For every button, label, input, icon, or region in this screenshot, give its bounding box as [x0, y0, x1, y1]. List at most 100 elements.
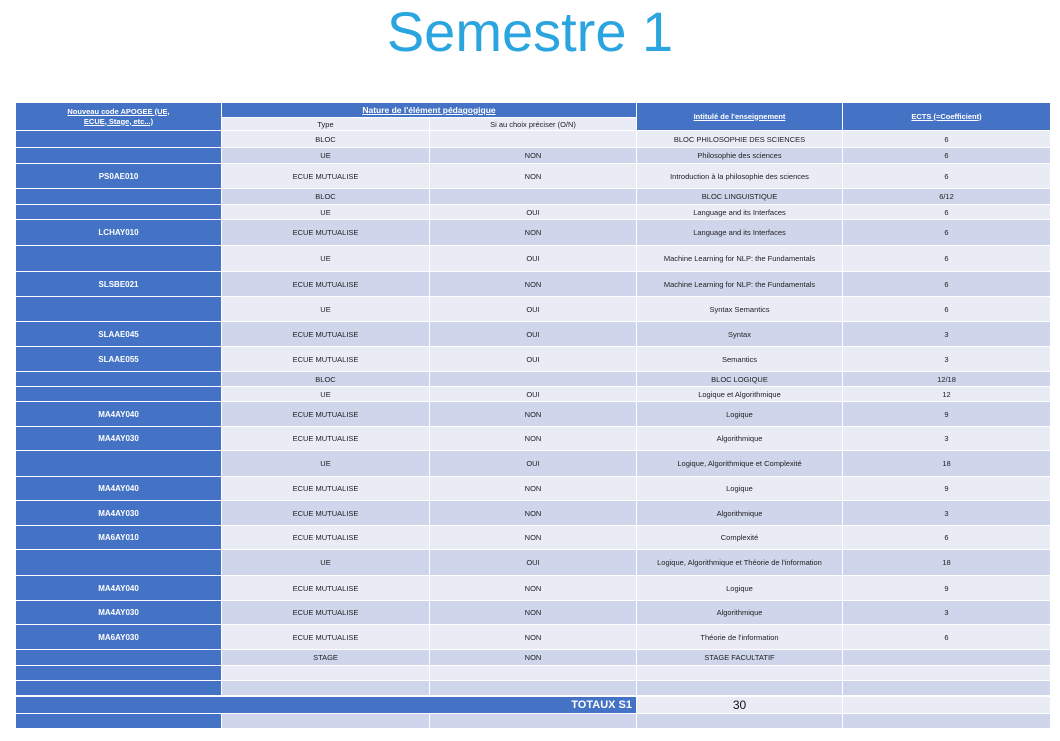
- cell-ects: 18: [843, 451, 1050, 476]
- cell-code: [16, 666, 221, 680]
- cell-code: [16, 387, 221, 401]
- cell-type: ECUE MUTUALISE: [222, 576, 429, 600]
- cell-code: MA6AY010: [16, 526, 221, 549]
- cell-choice: NON: [430, 272, 636, 296]
- cell-choice: OUI: [430, 387, 636, 401]
- header-ects: ECTS (=Coefficient): [843, 103, 1050, 130]
- cell-code: SLAAE045: [16, 322, 221, 346]
- cell-label: Semantics: [637, 347, 842, 371]
- cell-code: SLAAE055: [16, 347, 221, 371]
- cell-choice: [430, 372, 636, 386]
- cell-label: [637, 666, 842, 680]
- cell-choice: OUI: [430, 347, 636, 371]
- cell-code: MA4AY030: [16, 501, 221, 525]
- cell-type: UE: [222, 148, 429, 163]
- cell-ects: 9: [843, 477, 1050, 500]
- cell-code: [16, 372, 221, 386]
- cell-type: BLOC: [222, 372, 429, 386]
- cell-type: UE: [222, 451, 429, 476]
- cell-code: [16, 650, 221, 665]
- footer-empty-cell: [430, 714, 636, 728]
- cell-choice: OUI: [430, 451, 636, 476]
- cell-type: ECUE MUTUALISE: [222, 625, 429, 649]
- header-choice: Si au choix préciser (O/N): [430, 118, 636, 130]
- cell-code: LCHAY010: [16, 220, 221, 245]
- cell-choice: NON: [430, 501, 636, 525]
- cell-choice: OUI: [430, 322, 636, 346]
- cell-ects: 6: [843, 148, 1050, 163]
- cell-label: Logique et Algorithmique: [637, 387, 842, 401]
- cell-code: [16, 681, 221, 695]
- header-nature: Nature de l'élément pédagogique: [222, 103, 636, 117]
- cell-code: [16, 297, 221, 321]
- cell-code: [16, 205, 221, 219]
- cell-choice: [430, 189, 636, 204]
- cell-type: [222, 666, 429, 680]
- cell-label: Language and its Interfaces: [637, 220, 842, 245]
- cell-type: UE: [222, 297, 429, 321]
- cell-code: MA4AY040: [16, 576, 221, 600]
- cell-choice: NON: [430, 164, 636, 188]
- cell-code: [16, 246, 221, 271]
- cell-choice: NON: [430, 625, 636, 649]
- cell-ects: 9: [843, 402, 1050, 426]
- cell-code: [16, 148, 221, 163]
- cell-ects: 3: [843, 427, 1050, 450]
- cell-ects: 6: [843, 297, 1050, 321]
- cell-ects: 6: [843, 625, 1050, 649]
- totals-empty: [843, 697, 1050, 713]
- cell-label: BLOC PHILOSOPHIE DES SCIENCES: [637, 131, 842, 147]
- cell-label: Théorie de l'information: [637, 625, 842, 649]
- cell-label: Machine Learning for NLP: the Fundamenta…: [637, 272, 842, 296]
- cell-choice: NON: [430, 220, 636, 245]
- totals-label: TOTAUX S1: [16, 697, 636, 713]
- cell-ects: 3: [843, 322, 1050, 346]
- cell-ects: 12/18: [843, 372, 1050, 386]
- cell-ects: 9: [843, 576, 1050, 600]
- cell-ects: 3: [843, 601, 1050, 624]
- cell-label: Complexité: [637, 526, 842, 549]
- cell-code: [16, 550, 221, 575]
- cell-label: Logique: [637, 477, 842, 500]
- cell-code: [16, 131, 221, 147]
- cell-code: MA4AY040: [16, 402, 221, 426]
- cell-type: ECUE MUTUALISE: [222, 477, 429, 500]
- cell-label: Logique, Algorithmique et Complexité: [637, 451, 842, 476]
- cell-ects: 3: [843, 347, 1050, 371]
- footer-empty-cell: [16, 714, 221, 728]
- cell-type: BLOC: [222, 189, 429, 204]
- cell-label: Language and its Interfaces: [637, 205, 842, 219]
- cell-type: ECUE MUTUALISE: [222, 601, 429, 624]
- cell-ects: 12: [843, 387, 1050, 401]
- cell-code: MA6AY030: [16, 625, 221, 649]
- cell-type: [222, 681, 429, 695]
- cell-type: ECUE MUTUALISE: [222, 220, 429, 245]
- totals-value: 30: [637, 697, 842, 713]
- footer-empty-cell: [637, 714, 842, 728]
- cell-choice: OUI: [430, 205, 636, 219]
- cell-choice: OUI: [430, 297, 636, 321]
- cell-ects: 6: [843, 220, 1050, 245]
- cell-choice: NON: [430, 601, 636, 624]
- header-label: Intitulé de l'enseignement: [637, 103, 842, 130]
- cell-type: ECUE MUTUALISE: [222, 526, 429, 549]
- footer-empty-cell: [222, 714, 429, 728]
- cell-label: Algorithmique: [637, 501, 842, 525]
- cell-ects: [843, 681, 1050, 695]
- slide-title: Semestre 1: [386, 0, 674, 63]
- cell-choice: NON: [430, 427, 636, 450]
- cell-label: Algorithmique: [637, 601, 842, 624]
- cell-type: ECUE MUTUALISE: [222, 427, 429, 450]
- cell-type: ECUE MUTUALISE: [222, 272, 429, 296]
- cell-choice: NON: [430, 477, 636, 500]
- cell-type: UE: [222, 550, 429, 575]
- cell-label: Logique: [637, 402, 842, 426]
- cell-ects: 6: [843, 205, 1050, 219]
- cell-code: SLSBE021: [16, 272, 221, 296]
- cell-choice: [430, 681, 636, 695]
- cell-label: Logique: [637, 576, 842, 600]
- cell-type: BLOC: [222, 131, 429, 147]
- cell-ects: 6: [843, 246, 1050, 271]
- cell-ects: 6/12: [843, 189, 1050, 204]
- cell-type: UE: [222, 246, 429, 271]
